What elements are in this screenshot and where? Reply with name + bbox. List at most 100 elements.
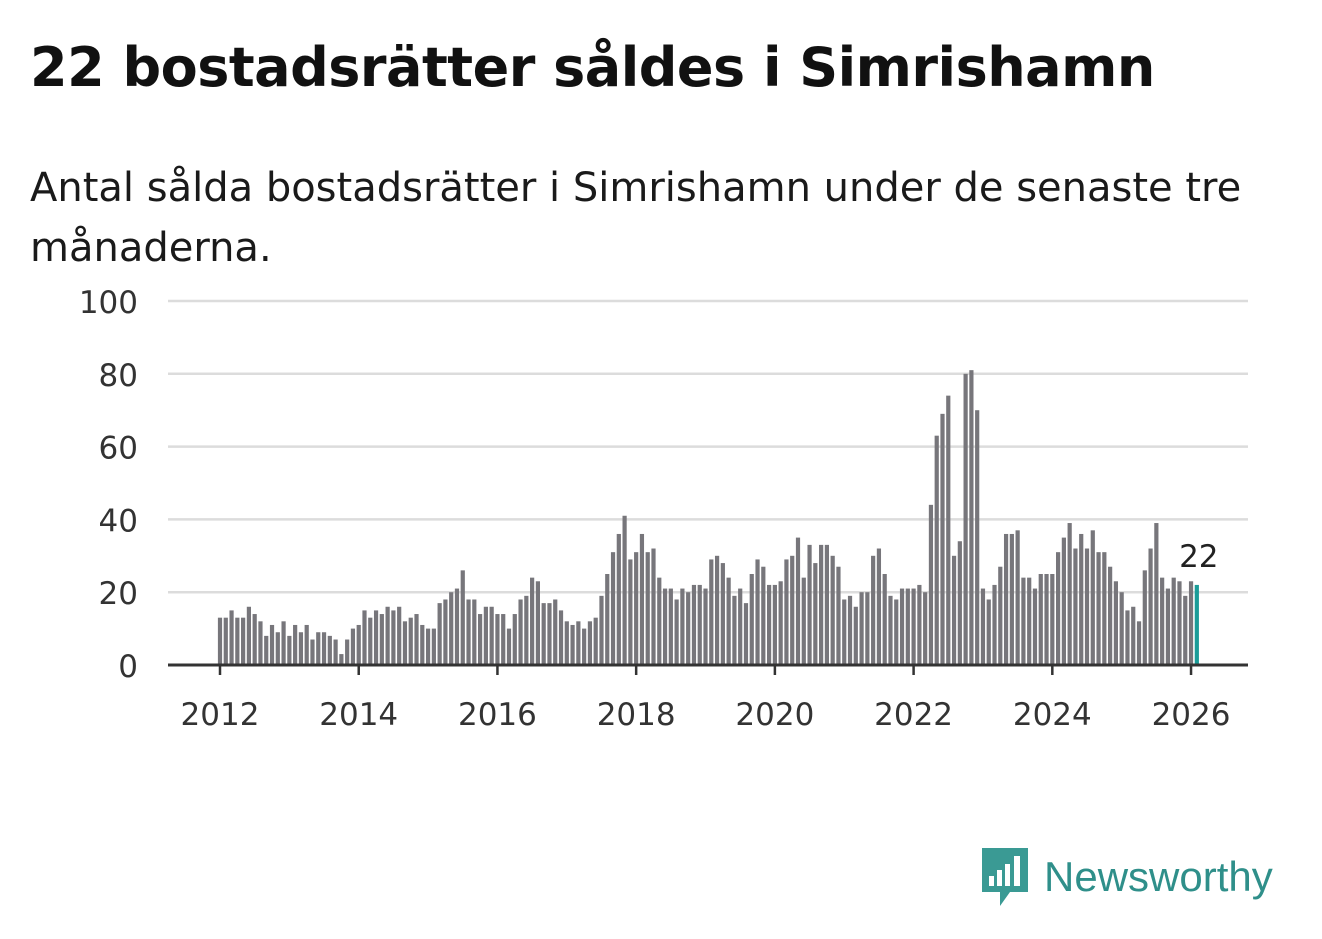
- bar: [582, 628, 587, 665]
- chart-subtitle: Antal sålda bostadsrätter i Simrishamn u…: [30, 165, 1242, 271]
- x-tick-label: 2026: [1152, 697, 1231, 733]
- bar: [298, 632, 304, 665]
- y-tick-label: 100: [79, 285, 138, 321]
- bar: [980, 588, 986, 665]
- bar: [1125, 610, 1130, 665]
- bar: [576, 621, 581, 665]
- bar: [639, 533, 645, 665]
- bar: [923, 592, 928, 665]
- bar: [1084, 548, 1090, 665]
- bar: [1119, 592, 1124, 665]
- bar: [1027, 577, 1032, 665]
- newsworthy-logo-icon: [982, 848, 1028, 906]
- bar: [957, 541, 962, 665]
- bar: [587, 621, 593, 665]
- bar: [345, 639, 350, 665]
- bar: [558, 610, 564, 665]
- bar: [449, 592, 454, 665]
- bar: [275, 632, 280, 665]
- bar: [876, 548, 882, 665]
- bar: [1044, 574, 1049, 665]
- y-tick-label: 20: [99, 576, 138, 612]
- bar: [1171, 577, 1176, 665]
- y-tick-label: 0: [118, 649, 138, 685]
- bar: [732, 595, 737, 665]
- highlight-value-label: 22: [1179, 539, 1218, 575]
- bar: [454, 588, 460, 665]
- bar: [443, 599, 448, 665]
- bar: [905, 588, 910, 665]
- x-tick-label: 2022: [874, 697, 953, 733]
- bar: [287, 635, 292, 665]
- bar: [824, 544, 829, 665]
- newsworthy-brand: Newsworthy: [980, 846, 1273, 908]
- bar: [408, 617, 413, 665]
- bar: [339, 654, 344, 665]
- x-tick-label: 2016: [458, 697, 537, 733]
- bar: [761, 566, 766, 665]
- highlight-bar: [1194, 584, 1199, 665]
- bar: [946, 395, 951, 665]
- bar: [437, 603, 442, 665]
- bar: [414, 614, 419, 665]
- bar: [668, 588, 673, 665]
- bar: [605, 574, 610, 665]
- bar: [316, 632, 321, 665]
- bar: [541, 603, 546, 665]
- bar: [1165, 588, 1171, 665]
- x-tick-label: 2012: [181, 697, 260, 733]
- bar: [1056, 552, 1061, 665]
- bar: [1038, 574, 1043, 665]
- bar: [790, 555, 795, 665]
- bar: [772, 584, 777, 665]
- bar: [397, 606, 402, 665]
- bar: [293, 624, 298, 665]
- bar: [246, 606, 251, 665]
- bar: [489, 606, 494, 665]
- bar: [379, 614, 384, 665]
- bar: [928, 504, 934, 665]
- bar: [853, 606, 858, 665]
- bar: [743, 603, 749, 665]
- bar: [1183, 595, 1188, 665]
- bar: [350, 628, 356, 665]
- bar: [524, 595, 529, 665]
- x-tick-label: 2018: [597, 697, 676, 733]
- bar: [709, 559, 714, 665]
- brand-name: Newsworthy: [1044, 853, 1273, 900]
- bar: [662, 588, 668, 665]
- bar: [778, 581, 783, 665]
- bar: [1160, 577, 1165, 665]
- bar: [795, 537, 801, 665]
- bar: [391, 610, 396, 665]
- bar: [1009, 533, 1014, 665]
- bar: [738, 588, 743, 665]
- bar: [506, 628, 512, 665]
- bar: [356, 624, 361, 665]
- bar: [657, 577, 662, 665]
- bar: [241, 617, 246, 665]
- bar: [616, 533, 621, 665]
- bar: [865, 592, 870, 665]
- bar: [940, 413, 945, 665]
- bar: [304, 624, 309, 665]
- bar: [894, 599, 899, 665]
- bar: [1154, 523, 1159, 665]
- bar: [1061, 537, 1066, 665]
- bar: [373, 610, 379, 665]
- bar: [1073, 548, 1078, 665]
- bar: [917, 584, 922, 665]
- bar: [1067, 523, 1072, 665]
- bar: [807, 544, 812, 665]
- x-tick-label: 2024: [1013, 697, 1092, 733]
- bar: [570, 624, 575, 665]
- bar: [975, 410, 980, 665]
- bar: [310, 639, 315, 665]
- bar: [610, 552, 616, 665]
- bar: [842, 599, 847, 665]
- bar: [871, 555, 876, 665]
- bar: [593, 617, 598, 665]
- bar: [1136, 621, 1142, 665]
- bar: [1102, 552, 1107, 665]
- bar: [784, 559, 789, 665]
